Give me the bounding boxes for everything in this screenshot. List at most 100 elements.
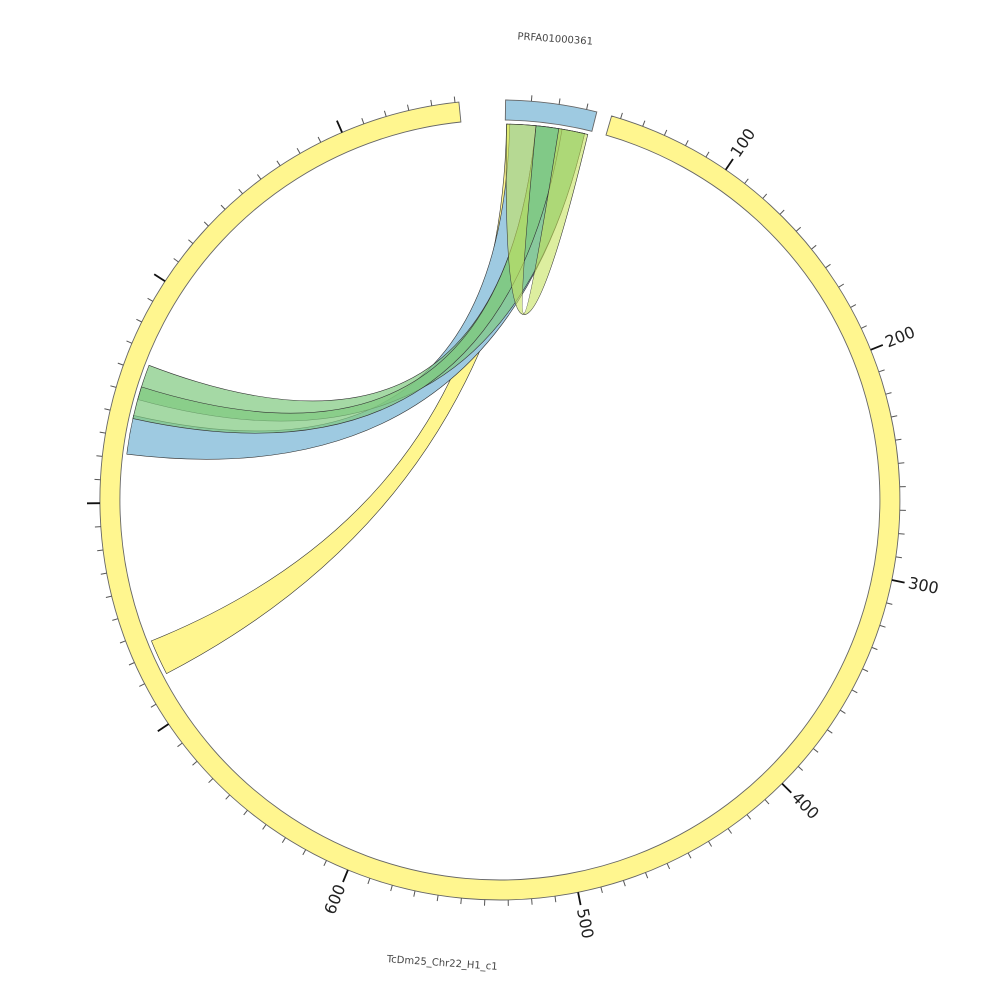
minor-tick (220, 204, 226, 210)
ribbon-layer (126, 123, 589, 675)
minor-tick (600, 886, 603, 894)
minor-tick (886, 602, 893, 605)
minor-tick (436, 895, 439, 902)
minor-tick (898, 533, 905, 535)
minor-tick (554, 896, 557, 903)
chromosome-label-prfa: PRFA01000361 (517, 31, 593, 47)
minor-tick (558, 98, 561, 105)
minor-tick (361, 118, 365, 125)
minor-tick (530, 95, 533, 102)
minor-tick (685, 140, 689, 146)
major-tick (724, 158, 734, 171)
major-tick (153, 273, 166, 283)
minor-tick (885, 392, 892, 395)
minor-tick (827, 729, 833, 734)
minor-tick (302, 849, 307, 856)
minor-tick (620, 112, 623, 119)
major-tick (342, 869, 349, 883)
minor-tick (708, 841, 713, 847)
segment-layer (99, 99, 901, 901)
minor-tick (622, 880, 626, 887)
minor-tick (898, 462, 905, 464)
minor-tick (666, 863, 671, 870)
minor-tick (407, 104, 410, 111)
minor-tick (825, 263, 831, 269)
minor-tick (126, 340, 133, 344)
minor-tick (895, 556, 902, 559)
minor-tick (727, 828, 733, 834)
minor-tick (779, 209, 785, 215)
minor-tick (177, 742, 183, 748)
major-tick (781, 782, 792, 794)
minor-tick (871, 646, 878, 651)
minor-tick (225, 794, 231, 800)
chromosome-segment-chr22 (99, 101, 901, 901)
minor-tick (110, 385, 117, 388)
ribbon-link (505, 123, 589, 315)
tick-label: 200 (882, 322, 917, 351)
minor-tick (323, 860, 327, 867)
minor-tick (762, 193, 768, 199)
minor-tick (851, 689, 858, 694)
minor-tick (705, 151, 710, 158)
major-tick (891, 579, 905, 584)
minor-tick (104, 408, 111, 411)
chromosome-segment-prfa (504, 99, 598, 132)
minor-tick (276, 160, 281, 167)
minor-tick (879, 624, 886, 628)
minor-tick (99, 431, 106, 434)
tick-label: 400 (788, 788, 823, 823)
major-tick (870, 344, 884, 351)
minor-tick (117, 362, 124, 366)
minor-tick (861, 325, 867, 329)
minor-tick (119, 640, 126, 644)
minor-tick (687, 852, 692, 859)
minor-tick (128, 662, 135, 666)
minor-tick (642, 120, 646, 127)
minor-tick (797, 766, 804, 771)
minor-tick (878, 369, 885, 373)
minor-tick (296, 148, 301, 154)
minor-tick (413, 890, 416, 897)
minor-tick (112, 618, 119, 621)
minor-tick (105, 595, 112, 598)
minor-tick (895, 438, 902, 441)
minor-tick (531, 898, 533, 905)
minor-tick (811, 244, 817, 250)
major-tick (157, 723, 170, 733)
minor-tick (192, 760, 198, 766)
minor-tick (460, 898, 462, 905)
minor-tick (645, 872, 649, 879)
minor-tick (862, 668, 869, 672)
chromosome-label-chr22: TcDm25_Chr22_H1_c1 (385, 954, 497, 973)
minor-tick (100, 572, 107, 575)
tick-label: 500 (573, 907, 598, 941)
tick-label: 600 (320, 881, 349, 916)
minor-tick (453, 96, 456, 103)
minor-tick (256, 174, 262, 180)
major-tick (336, 120, 343, 133)
minor-tick (139, 683, 145, 687)
minor-tick (173, 258, 179, 263)
minor-tick (891, 415, 898, 418)
minor-tick (813, 748, 819, 753)
minor-tick (150, 703, 157, 708)
minor-tick (795, 226, 802, 232)
major-tick (577, 892, 582, 906)
tick-layer: 100 200 300 400 500 600 (86, 95, 940, 941)
minor-tick (243, 809, 248, 816)
ribbon-link (132, 125, 563, 434)
minor-tick (367, 878, 371, 885)
minor-tick (317, 136, 322, 143)
minor-tick (663, 129, 668, 136)
minor-tick (746, 814, 752, 820)
minor-tick (838, 283, 845, 288)
minor-tick (430, 99, 433, 106)
minor-tick (390, 885, 393, 892)
minor-tick (136, 318, 143, 323)
minor-tick (840, 709, 846, 714)
minor-tick (97, 549, 104, 552)
minor-tick (238, 188, 243, 195)
